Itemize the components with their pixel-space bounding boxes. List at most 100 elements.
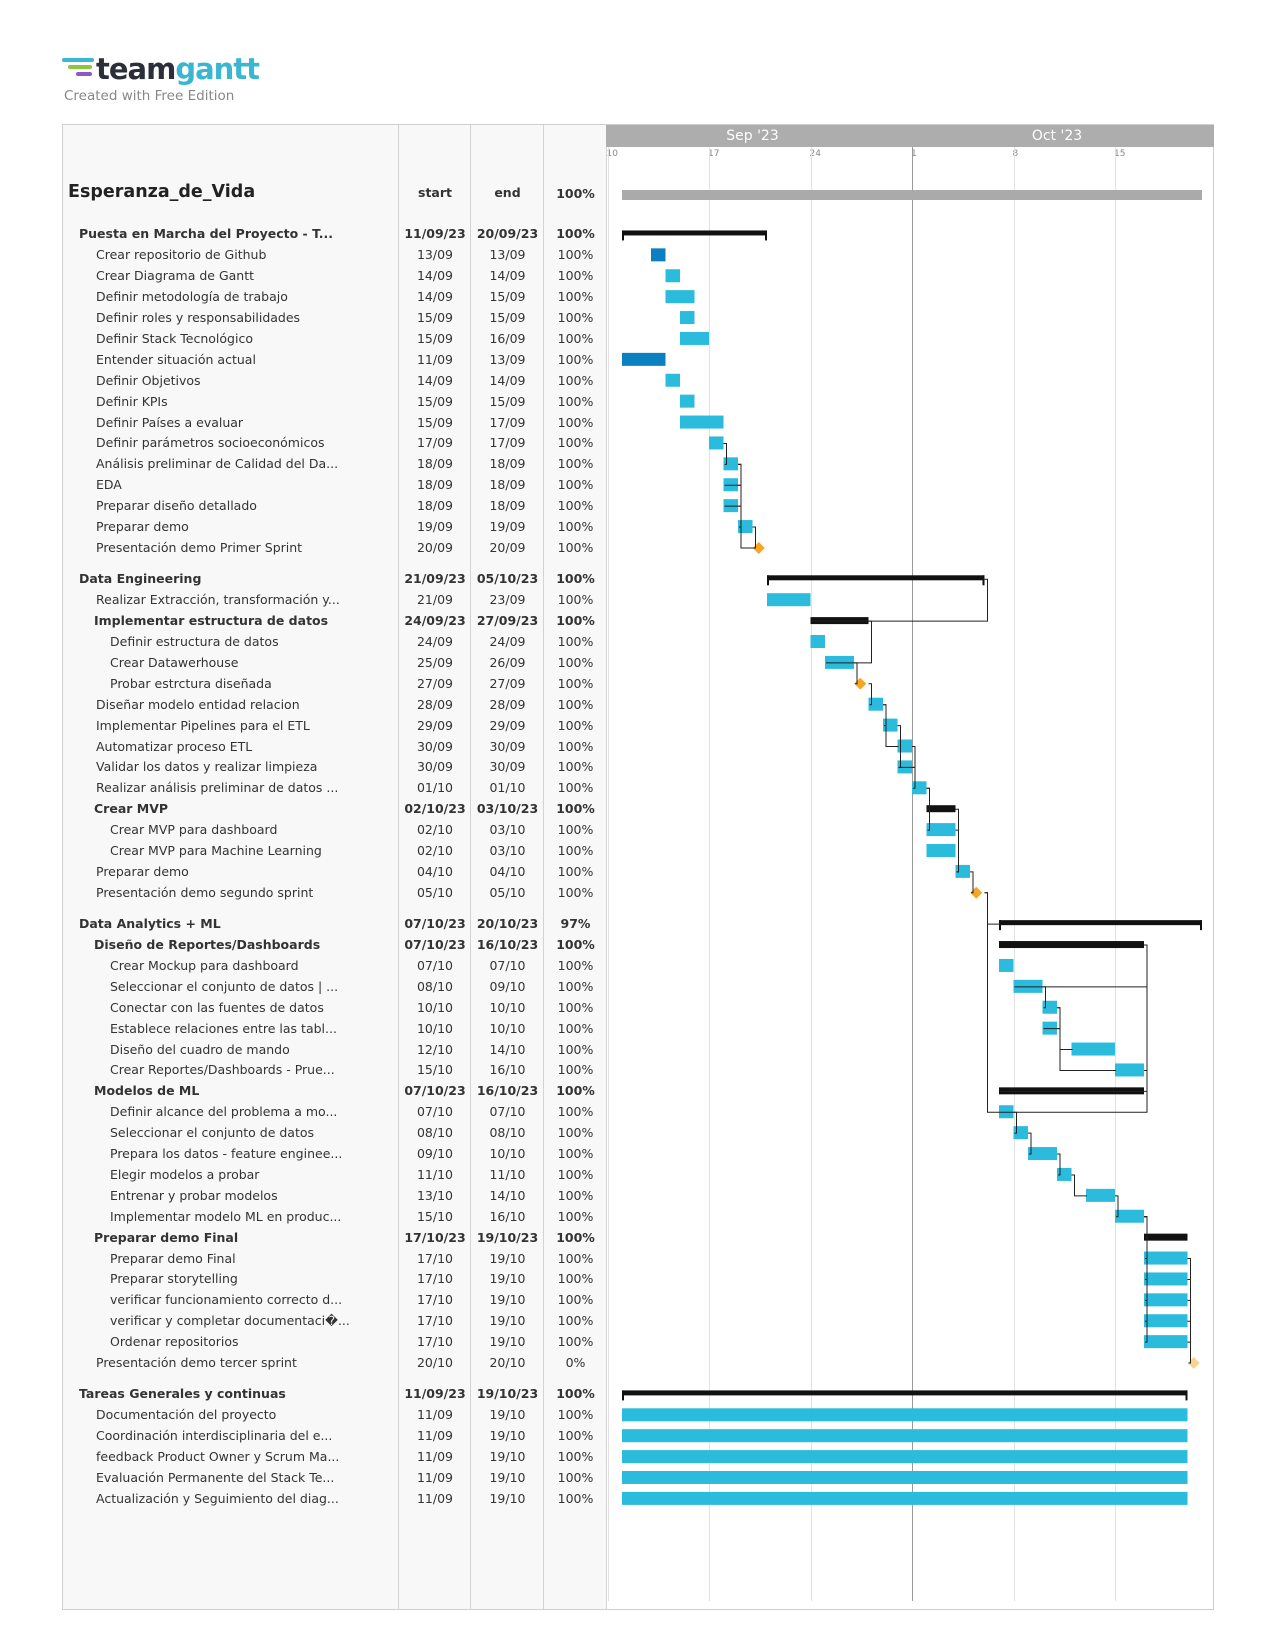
group-bar-cap <box>982 575 985 586</box>
task-bar <box>1144 1314 1188 1328</box>
teamgantt-logo: teamgantt Created with Free Edition <box>62 52 262 112</box>
task-end: 05/10/23 <box>476 571 539 587</box>
end-header: end <box>494 185 521 200</box>
task-start: 07/10/23 <box>404 916 466 932</box>
task-bar <box>622 1408 1188 1422</box>
group-bar-cap <box>767 575 769 586</box>
dependency-line <box>1115 1195 1119 1218</box>
task-bar <box>926 823 956 837</box>
task-percent: 100% <box>556 1229 595 1245</box>
task-bar <box>1028 1147 1057 1161</box>
task-percent: 100% <box>557 477 594 493</box>
task-bar <box>665 373 680 387</box>
task-start: 10/10 <box>416 1020 454 1036</box>
dependency-line <box>912 766 916 789</box>
dependency-line <box>1187 1341 1191 1364</box>
task-bar <box>999 958 1014 972</box>
task-end: 18/09 <box>489 456 526 472</box>
task-end: 14/10 <box>489 1041 526 1057</box>
divider <box>398 125 399 1609</box>
task-start: 17/10/23 <box>404 1229 466 1245</box>
task-start: 09/10 <box>416 1146 454 1162</box>
subgroup-bar <box>926 805 956 813</box>
month-header-bar <box>606 125 1214 147</box>
task-end: 18/09 <box>489 477 526 493</box>
task-start: 15/09 <box>416 414 454 430</box>
task-end: 07/10 <box>489 1104 526 1120</box>
task-bar <box>665 290 695 304</box>
task-start: 02/10 <box>416 843 454 858</box>
task-end: 08/10 <box>489 1125 526 1141</box>
task-percent: 100% <box>557 717 594 733</box>
today-line <box>912 147 913 1601</box>
task-start: 21/09 <box>416 592 454 608</box>
task-bar <box>1115 1063 1144 1077</box>
task-percent: 100% <box>556 571 595 587</box>
group-bar <box>999 920 1202 926</box>
dependency-line <box>738 484 754 549</box>
task-percent: 100% <box>557 330 594 346</box>
task-start: 07/10 <box>416 1104 454 1120</box>
task-start: 15/10 <box>416 1062 454 1078</box>
dependency-line <box>984 892 1000 1113</box>
task-end: 15/09 <box>489 289 526 305</box>
group-bar <box>767 575 985 581</box>
task-end: 27/09 <box>489 675 526 691</box>
task-bar <box>1115 1209 1144 1223</box>
task-end: 24/09 <box>489 634 526 649</box>
month-label: Sep '23 <box>726 128 779 144</box>
task-start: 11/09 <box>416 1428 454 1444</box>
day-tick-label: 1 <box>911 149 917 159</box>
task-bar <box>1144 1272 1188 1286</box>
task-percent: 100% <box>557 1271 594 1287</box>
task-percent: 100% <box>557 247 594 263</box>
task-bar <box>883 718 898 732</box>
task-percent: 100% <box>557 1490 594 1506</box>
task-end: 19/10/23 <box>476 1386 539 1402</box>
dependency-line <box>1042 986 1046 1009</box>
divider <box>606 125 607 1609</box>
task-bar <box>926 844 956 857</box>
task-percent: 100% <box>557 1428 594 1444</box>
task-percent: 100% <box>557 414 594 430</box>
task-end: 20/09 <box>489 539 526 555</box>
task-end: 10/10 <box>489 999 526 1015</box>
task-end: 18/09 <box>489 498 526 514</box>
task-end: 30/09 <box>489 759 526 775</box>
task-percent: 100% <box>557 1146 594 1162</box>
task-start: 20/09 <box>416 539 454 555</box>
task-start: 04/10 <box>416 863 454 879</box>
day-gridline <box>607 147 609 1601</box>
task-end: 27/09/23 <box>476 613 539 629</box>
task-end: 19/10 <box>489 1428 526 1444</box>
task-bar <box>1042 1000 1057 1014</box>
task-end: 01/10 <box>489 780 526 796</box>
gantt-frame <box>62 124 1214 1610</box>
task-percent: 100% <box>557 539 594 555</box>
task-end: 19/10 <box>489 1250 526 1266</box>
task-start: 18/09 <box>416 498 454 514</box>
task-end: 04/10 <box>489 863 526 879</box>
task-start: 07/10/23 <box>404 937 466 953</box>
group-bar <box>622 230 767 236</box>
task-percent: 97% <box>560 916 591 932</box>
start-column <box>399 125 471 1609</box>
task-start: 02/10/23 <box>404 801 466 817</box>
task-start: 11/09/23 <box>404 1386 466 1402</box>
end-column <box>471 125 544 1609</box>
task-percent: 100% <box>557 759 594 775</box>
day-tick-label: 24 <box>809 149 821 159</box>
task-percent: 100% <box>557 675 594 691</box>
task-start: 24/09/23 <box>404 613 466 629</box>
task-bar <box>868 697 883 711</box>
task-end: 03/10 <box>489 843 526 858</box>
task-percent: 0% <box>565 1355 586 1371</box>
percent-column <box>544 125 607 1609</box>
task-percent: 100% <box>557 435 594 451</box>
task-bar <box>1144 1335 1188 1349</box>
task-start: 11/09/23 <box>404 226 466 242</box>
task-start: 11/09 <box>416 351 454 367</box>
task-end: 10/10 <box>489 1146 526 1162</box>
day-gridline <box>1013 147 1015 1601</box>
task-end: 03/10 <box>489 822 526 838</box>
